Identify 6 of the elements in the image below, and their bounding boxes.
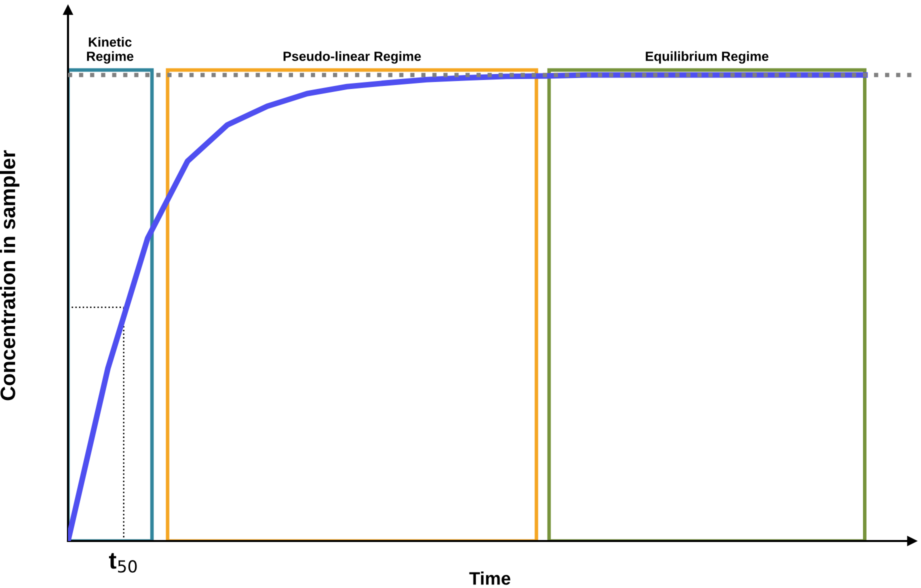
text: Equilibrium Regime (646, 51, 768, 64)
text: t$_{50}$ (109, 553, 137, 573)
text: Pseudo-linear Regime (284, 51, 421, 64)
x-axis-title: Time (469, 572, 510, 585)
text: Kinetic Regime (87, 37, 134, 64)
y-axis-title: Concentration in sampler (0, 150, 20, 400)
